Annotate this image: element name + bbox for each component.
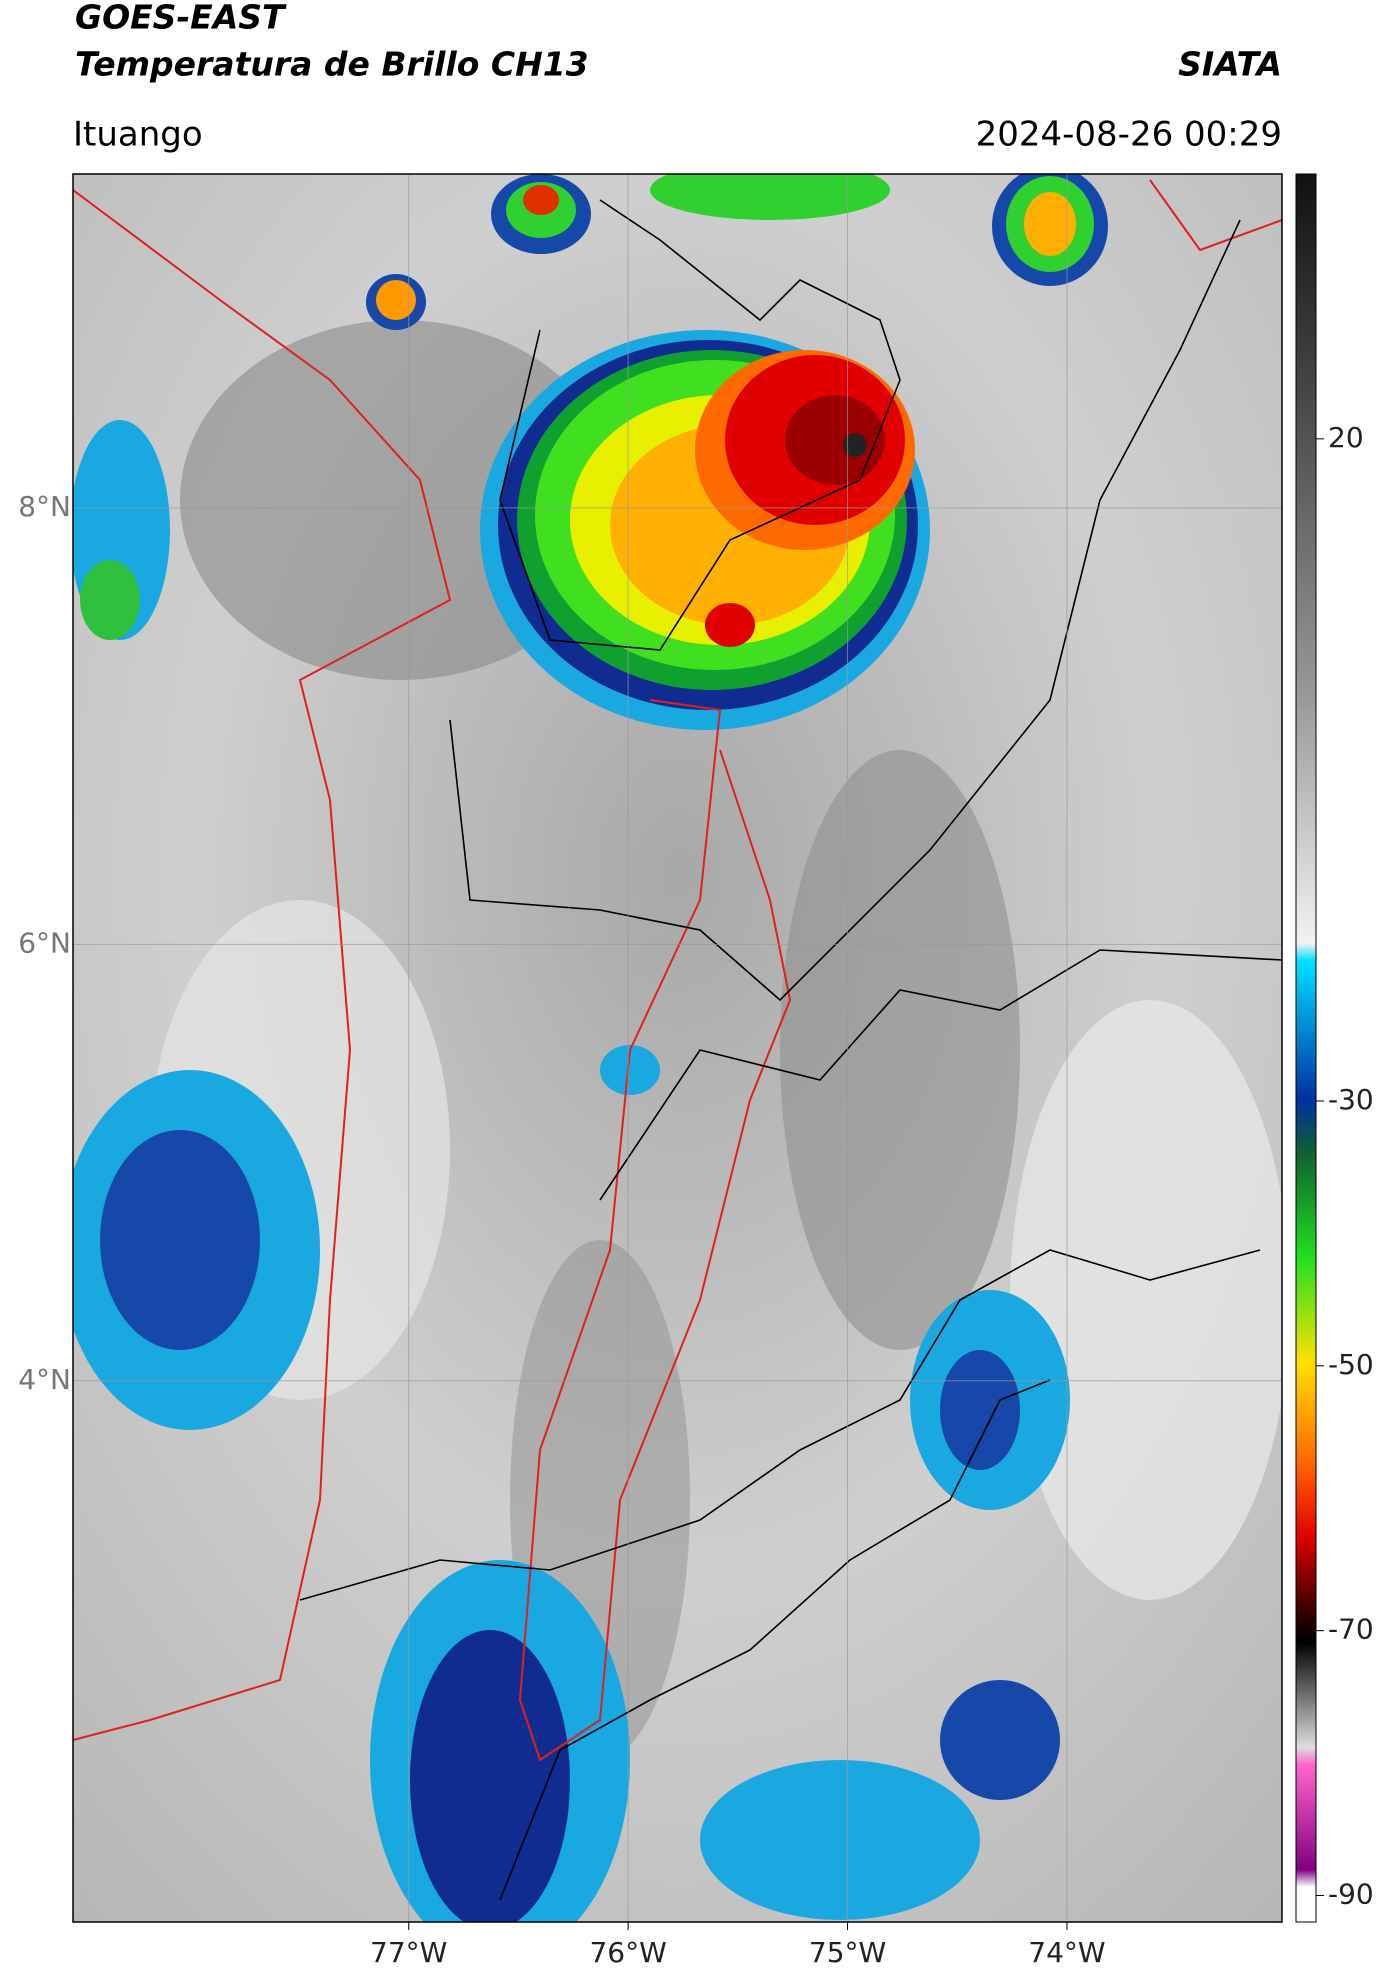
subtitle: Temperatura de Brillo CH13	[75, 45, 589, 84]
x-tick-label: 74°W	[1028, 1936, 1105, 1969]
colorbar	[1295, 173, 1317, 1923]
x-tick-label: 75°W	[809, 1936, 886, 1969]
satellite-imagery	[73, 174, 1282, 1922]
colorbar-tick-label: -90	[1328, 1878, 1374, 1911]
y-tick-label: 8°N	[18, 490, 71, 523]
y-tick-label: 6°N	[18, 926, 71, 959]
timestamp: 2024-08-26 00:29	[976, 115, 1282, 155]
brand: SIATA	[1178, 45, 1282, 84]
x-tick-label: 77°W	[370, 1936, 447, 1969]
colorbar-tick-label: -50	[1328, 1348, 1374, 1381]
title: GOES-EAST	[75, 0, 287, 37]
colorbar-tick-label: -70	[1328, 1613, 1374, 1646]
colorbar-tick-label: -30	[1328, 1083, 1374, 1116]
location: Ituango	[73, 115, 203, 155]
colorbar-tick-label: 20	[1328, 421, 1364, 454]
axes: 77°W 76°W 75°W 74°W 4°N 6°N 8°N -90 -70 -50 -30 20	[18, 174, 1374, 1969]
map-frame	[72, 173, 1283, 1923]
y-tick-label: 4°N	[18, 1363, 71, 1396]
x-tick-label: 76°W	[589, 1936, 666, 1969]
